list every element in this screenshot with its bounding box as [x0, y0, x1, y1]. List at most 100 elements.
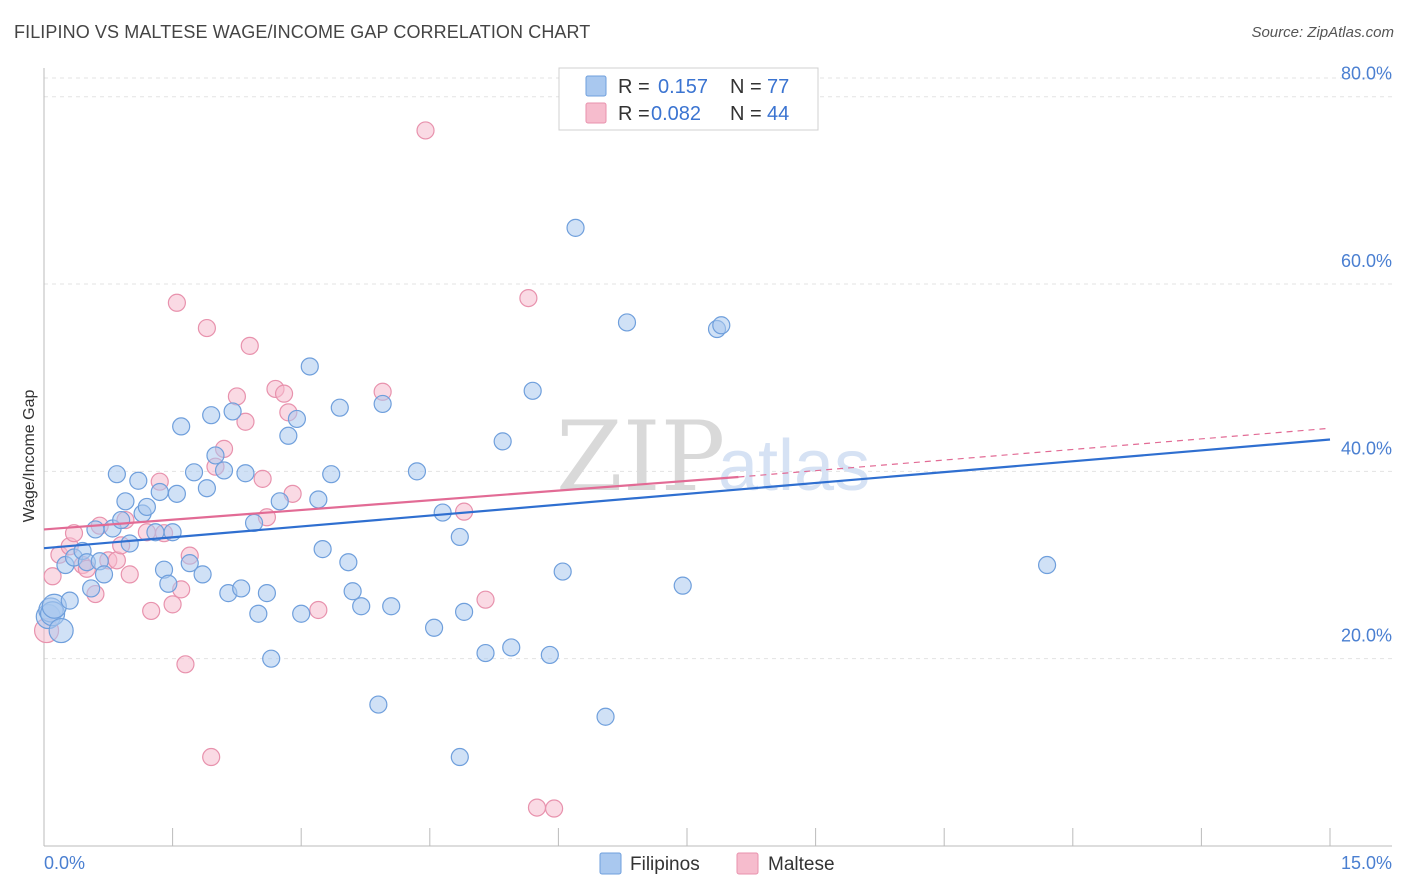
filipinos-point [120, 534, 139, 553]
maltese-point [274, 384, 294, 403]
maltese-point [416, 121, 435, 140]
maltese-point [176, 655, 195, 674]
filipinos-point [223, 402, 242, 421]
maltese-point [120, 565, 139, 584]
filipinos-point [352, 597, 371, 616]
filipinos-point [369, 695, 388, 714]
filipinos-point [279, 426, 298, 445]
filipinos-point [184, 463, 204, 482]
maltese-point [202, 747, 221, 767]
filipinos-point [60, 591, 79, 610]
bottom-legend-maltese-swatch [736, 852, 759, 875]
filipinos-n-label: N = [730, 76, 762, 98]
filipinos-r-label: R = [618, 76, 650, 98]
maltese-point [253, 469, 272, 488]
maltese-point [309, 600, 328, 620]
filipinos-point [553, 562, 572, 581]
filipinos-point [129, 471, 148, 490]
filipinos-point [232, 579, 251, 598]
filipinos-point [476, 643, 495, 663]
filipinos-point [292, 604, 311, 623]
maltese-point [64, 524, 84, 543]
filipinos-point [450, 527, 469, 547]
maltese-point [107, 551, 126, 570]
maltese-point [545, 799, 564, 818]
filipinos-point [137, 497, 156, 517]
filipinos-point [313, 540, 332, 559]
filipinos-trend-line [43, 438, 1331, 550]
filipinos-point [249, 604, 268, 623]
maltese-point [142, 601, 161, 621]
filipinos-point [206, 446, 225, 465]
filipinos-point [287, 409, 307, 429]
maltese-point [43, 567, 62, 586]
maltese-r-label: R = [618, 103, 650, 125]
maltese-n-label: N = [730, 103, 762, 125]
filipinos-point [167, 484, 186, 503]
y-axis-label: Wage/Income Gap [21, 390, 38, 523]
filipinos-point [339, 553, 358, 572]
maltese-point [197, 318, 216, 338]
filipinos-point [540, 645, 559, 665]
maltese-point [527, 798, 547, 817]
maltese-point [236, 412, 255, 431]
stats-legend: R = 0.157 N = 77 R = 0.082 N = 44 [558, 67, 819, 131]
filipinos-r-value: 0.157 [658, 76, 708, 98]
watermark-atlas: atlas [718, 426, 870, 506]
filipinos-n-value: 77 [767, 76, 789, 98]
filipinos-point [502, 638, 521, 657]
filipinos-point [300, 357, 319, 376]
filipinos-points [35, 218, 1057, 767]
maltese-point [167, 293, 186, 312]
source-credit: Source: ZipAtlas.com [1251, 24, 1394, 41]
filipinos-point [107, 465, 126, 484]
y-tick-label: 60.0% [1341, 251, 1392, 271]
filipinos-point [193, 565, 212, 584]
filipinos-point [116, 492, 135, 511]
filipinos-point [1037, 555, 1057, 575]
filipinos-point [343, 582, 362, 601]
x-tick-marks [43, 828, 1331, 846]
filipinos-point [262, 649, 281, 668]
filipinos-point [673, 576, 692, 595]
y-tick-label: 40.0% [1341, 438, 1392, 458]
filipinos-point [433, 503, 452, 522]
filipinos-point [159, 574, 178, 593]
filipinos-point [82, 579, 101, 598]
filipinos-point [309, 490, 328, 509]
filipinos-point [450, 747, 469, 767]
filipinos-point [566, 218, 585, 237]
chart-title: FILIPINO VS MALTESE WAGE/INCOME GAP CORR… [14, 22, 591, 42]
filipinos-point [596, 707, 615, 726]
grid-lines [44, 77, 1392, 660]
filipinos-swatch [585, 75, 607, 97]
trend-lines [43, 427, 1331, 550]
filipinos-point [712, 316, 731, 335]
maltese-n-value: 44 [767, 103, 789, 125]
maltese-point [240, 336, 259, 355]
bottom-legend-filipinos-swatch [599, 852, 622, 875]
maltese-trend-line [43, 475, 739, 531]
maltese-point [476, 590, 495, 609]
maltese-point [227, 387, 246, 406]
filipinos-point [197, 479, 216, 498]
filipinos-point [523, 381, 542, 400]
filipinos-point [373, 394, 392, 414]
filipinos-point [214, 461, 234, 480]
filipinos-point [257, 584, 277, 603]
filipinos-point [172, 417, 191, 436]
y-tick-label: 20.0% [1341, 626, 1392, 646]
y-tick-labels: 20.0% 40.0% 60.0% 80.0% [1341, 64, 1392, 646]
watermark-zip: ZIP [556, 401, 725, 513]
filipinos-point [180, 554, 199, 573]
filipinos-point [454, 602, 474, 621]
filipinos-point [407, 462, 427, 481]
filipinos-point [94, 565, 114, 584]
bottom-legend-maltese-label: Maltese [768, 854, 835, 875]
maltese-swatch [585, 102, 607, 124]
filipinos-point [424, 618, 444, 637]
filipinos-point [270, 492, 289, 511]
maltese-point [163, 595, 182, 614]
maltese-r-value: 0.082 [651, 103, 701, 125]
